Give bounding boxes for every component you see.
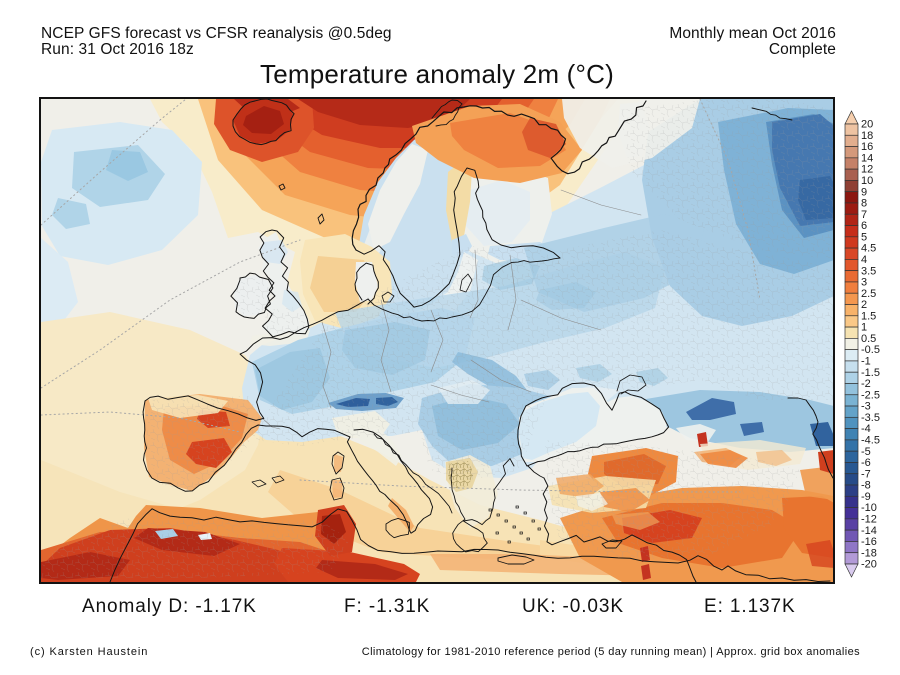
svg-text:3: 3 [861,277,867,289]
svg-text:-3.5: -3.5 [861,412,880,424]
svg-text:-9: -9 [861,491,871,503]
svg-text:18: 18 [861,130,873,142]
svg-text:-16: -16 [861,536,877,548]
svg-text:-8: -8 [861,480,871,492]
svg-text:-2.5: -2.5 [861,389,880,401]
svg-text:10: 10 [861,175,873,187]
svg-text:2.5: 2.5 [861,288,876,300]
svg-text:-5: -5 [861,446,871,458]
svg-text:4: 4 [861,254,867,266]
svg-text:-3: -3 [861,401,871,413]
svg-text:-4: -4 [861,423,871,435]
svg-text:14: 14 [861,152,873,164]
svg-text:20: 20 [861,119,873,131]
svg-text:1.5: 1.5 [861,310,876,322]
svg-text:12: 12 [861,164,873,176]
svg-text:-4.5: -4.5 [861,435,880,447]
svg-text:16: 16 [861,141,873,153]
svg-text:5: 5 [861,231,867,243]
svg-text:7: 7 [861,209,867,221]
svg-text:2: 2 [861,299,867,311]
svg-text:-2: -2 [861,378,871,390]
svg-text:-1: -1 [861,356,871,368]
svg-text:6: 6 [861,220,867,232]
svg-text:-1.5: -1.5 [861,367,880,379]
svg-text:-12: -12 [861,513,877,525]
svg-text:-7: -7 [861,468,871,480]
svg-text:-20: -20 [861,559,877,571]
svg-text:8: 8 [861,198,867,210]
svg-text:-18: -18 [861,547,877,559]
svg-text:3.5: 3.5 [861,265,876,277]
svg-text:4.5: 4.5 [861,243,876,255]
svg-text:-10: -10 [861,502,877,514]
svg-text:-0.5: -0.5 [861,344,880,356]
svg-text:-6: -6 [861,457,871,469]
svg-text:1: 1 [861,322,867,334]
svg-text:0.5: 0.5 [861,333,876,345]
svg-text:9: 9 [861,186,867,198]
svg-text:-14: -14 [861,525,877,537]
